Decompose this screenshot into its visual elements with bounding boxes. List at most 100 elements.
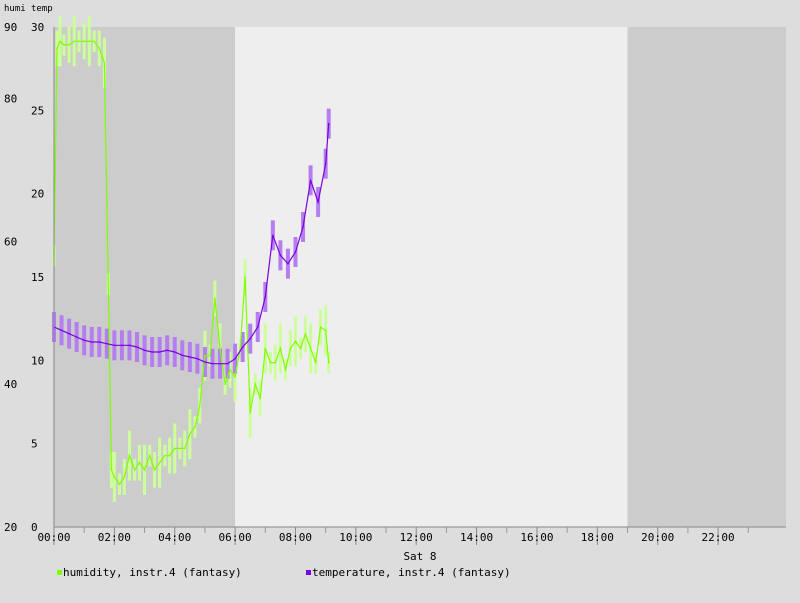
temperature-point	[256, 326, 259, 328]
x-tick-label: 04:00	[158, 531, 191, 544]
humidity-point	[239, 347, 242, 350]
humidity-tick-label: 60	[4, 235, 17, 248]
legend-item-humidity: humidity, instr.4 (fantasy)	[57, 566, 242, 579]
x-tick-label: 16:00	[520, 531, 553, 544]
temperature-point	[83, 339, 85, 342]
temperature-point	[90, 341, 93, 343]
x-tick-label: 06:00	[219, 531, 252, 544]
humidity-point	[204, 354, 206, 357]
temperature-point	[317, 201, 319, 203]
humidity-point	[259, 397, 261, 400]
temperature-point	[309, 179, 312, 182]
temperature-point	[166, 349, 168, 352]
legend-label-humidity: humidity, instr.4 (fantasy)	[63, 566, 242, 579]
humidity-point	[229, 369, 231, 371]
temperature-point	[143, 349, 146, 352]
x-tick-label: 22:00	[702, 531, 735, 544]
x-tick-label: 12:00	[400, 531, 433, 544]
humidity-point	[173, 447, 176, 450]
x-axis-label: Sat 8	[403, 550, 436, 563]
humidity-point	[148, 454, 151, 457]
x-tick-label: 08:00	[279, 531, 312, 544]
humidity-point	[299, 347, 302, 350]
temperature-tick-label: 20	[31, 188, 44, 201]
humidity-point	[279, 347, 282, 350]
humidity-point	[249, 411, 252, 414]
x-tick-label: 10:00	[339, 531, 372, 544]
humidity-point	[118, 483, 121, 485]
humidity-point	[59, 40, 61, 43]
humidity-point	[309, 347, 312, 350]
humidity-point	[113, 476, 116, 478]
humidity-point	[83, 40, 85, 43]
humidity-point	[183, 447, 186, 450]
temperature-point	[226, 362, 229, 365]
temperature-point	[60, 329, 63, 332]
temperature-point	[113, 344, 116, 347]
humidity-point	[209, 354, 211, 357]
humidity-point	[68, 44, 70, 46]
temperature-point	[151, 351, 153, 353]
humidity-point	[194, 426, 196, 428]
humidity-axis-header: humi	[4, 4, 26, 14]
humidity-point	[98, 47, 101, 50]
temperature-point	[302, 226, 304, 228]
humidity-point	[294, 340, 297, 343]
temperature-point	[173, 351, 176, 353]
humidity-point	[254, 383, 257, 385]
humidity-point	[314, 361, 317, 364]
temperature-point	[136, 346, 138, 348]
temperature-point	[98, 341, 101, 343]
temperature-point	[249, 337, 252, 340]
humidity-point	[143, 469, 146, 471]
temperature-point	[211, 362, 214, 365]
temperature-point	[234, 357, 236, 360]
humidity-point	[234, 376, 236, 378]
temperature-point	[272, 234, 274, 237]
humidity-point	[189, 433, 191, 435]
humidity-point	[107, 283, 110, 285]
humidity-point	[244, 276, 246, 278]
humidity-line	[53, 40, 330, 486]
humidity-point	[319, 326, 322, 328]
temperature-point	[106, 342, 108, 345]
temperature-point	[327, 122, 330, 125]
x-tick-label: 18:00	[581, 531, 614, 544]
temperature-point	[264, 296, 267, 298]
humidity-point	[324, 329, 327, 332]
humidity-point	[304, 333, 307, 335]
humidity-legend-swatch	[57, 570, 62, 575]
temperature-tick-label: 15	[31, 271, 44, 284]
night-region	[627, 27, 786, 527]
humidity-point	[219, 347, 221, 350]
humidity-point	[168, 454, 171, 457]
humidity-point	[264, 347, 267, 350]
night-region	[54, 27, 236, 527]
humidity-point	[128, 454, 131, 457]
humidity-point	[93, 40, 95, 43]
humidity-point	[56, 47, 58, 50]
humidity-point	[214, 297, 216, 300]
x-tick-label: 02:00	[98, 531, 131, 544]
temperature-point	[324, 162, 327, 165]
humidity-point	[63, 44, 65, 46]
humidity-point	[138, 461, 141, 464]
humidity-point	[123, 476, 126, 478]
temperature-point	[241, 346, 244, 348]
humidity-point	[284, 369, 287, 371]
humidity-point	[153, 469, 156, 471]
temperature-point	[204, 361, 206, 363]
temperature-point	[121, 344, 123, 347]
humidity-point	[289, 347, 292, 350]
temperature-tick-label: 25	[31, 104, 44, 117]
humidity-tick-label: 80	[4, 92, 17, 105]
legend-item-temperature: temperature, instr.4 (fantasy)	[306, 566, 511, 579]
humidity-tick-label: 90	[4, 21, 17, 34]
temperature-point	[219, 362, 221, 365]
temperature-point	[158, 351, 161, 353]
temperature-line	[53, 123, 330, 365]
humidity-point	[158, 461, 161, 464]
temperature-point	[128, 344, 131, 347]
humidity-point	[224, 383, 226, 385]
